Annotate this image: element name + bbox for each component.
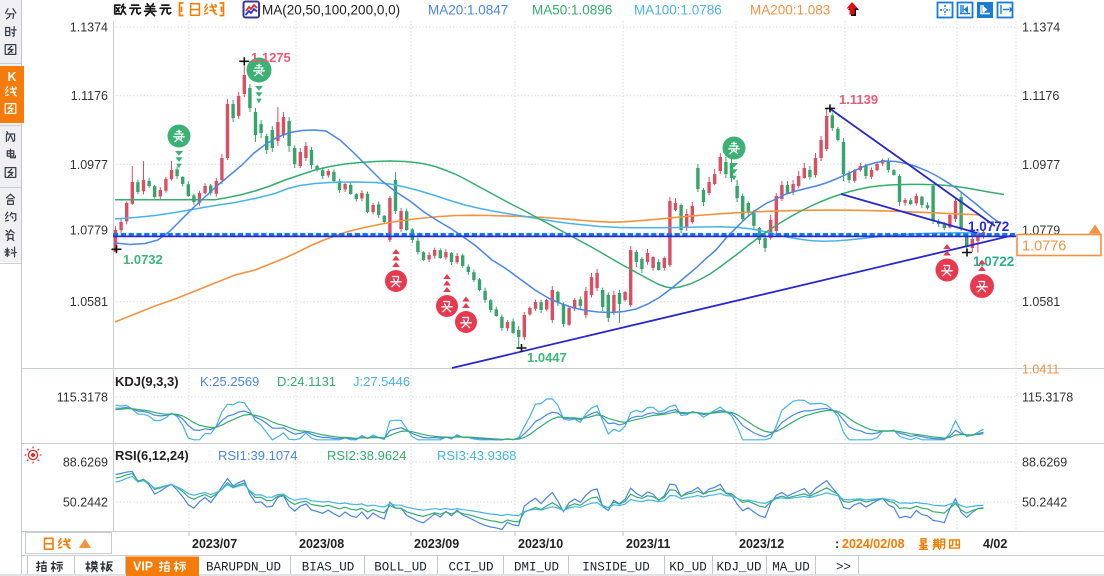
svg-text:1.0581: 1.0581: [1022, 295, 1060, 309]
svg-text:1.0779: 1.0779: [70, 224, 108, 238]
svg-text:CCI_UD: CCI_UD: [448, 561, 493, 575]
svg-text:MA_UD: MA_UD: [772, 561, 810, 575]
svg-text:MA20:1.0847: MA20:1.0847: [428, 3, 508, 18]
svg-text:MA200:1.083: MA200:1.083: [750, 3, 830, 18]
svg-text:KDJ_UD: KDJ_UD: [716, 561, 761, 575]
svg-text:RSI2:38.9624: RSI2:38.9624: [327, 448, 407, 463]
svg-text:VIP: VIP: [133, 560, 153, 574]
svg-text:88.6269: 88.6269: [63, 456, 108, 470]
svg-text:2023/12: 2023/12: [739, 537, 784, 551]
svg-text:1.0977: 1.0977: [70, 158, 108, 172]
svg-text:2023/10: 2023/10: [518, 537, 563, 551]
svg-text:2023/08: 2023/08: [299, 537, 344, 551]
svg-text:DMI_UD: DMI_UD: [514, 561, 559, 575]
svg-text:MA50:1.0896: MA50:1.0896: [532, 3, 612, 18]
svg-text:1.0447: 1.0447: [527, 350, 567, 365]
svg-text:1.1139: 1.1139: [839, 92, 878, 107]
svg-text:1.1176: 1.1176: [71, 89, 108, 103]
svg-text:INSIDE_UD: INSIDE_UD: [582, 561, 650, 575]
svg-text:MA(20,50,100,200,0,0): MA(20,50,100,200,0,0): [262, 3, 400, 18]
svg-text:RSI1:39.1074: RSI1:39.1074: [218, 448, 298, 463]
svg-text:K:25.2569: K:25.2569: [200, 374, 259, 389]
svg-text:1.1176: 1.1176: [1022, 89, 1059, 103]
svg-text:1.0776: 1.0776: [1022, 239, 1066, 255]
svg-text:>>: >>: [836, 561, 851, 575]
svg-text:115.3178: 115.3178: [1022, 391, 1073, 405]
svg-text:1.1374: 1.1374: [70, 21, 108, 35]
svg-text:88.6269: 88.6269: [1022, 456, 1067, 470]
svg-text:RSI3:43.9368: RSI3:43.9368: [437, 448, 517, 463]
svg-text:2023/09: 2023/09: [414, 537, 459, 551]
svg-text:1.1374: 1.1374: [1022, 21, 1060, 35]
svg-text:1.1275: 1.1275: [251, 50, 291, 65]
svg-text:50.2442: 50.2442: [1022, 496, 1067, 510]
svg-text:1.0772: 1.0772: [968, 219, 1009, 234]
svg-text:1.0977: 1.0977: [1022, 158, 1060, 172]
svg-text::: :: [835, 537, 839, 551]
svg-text:RSI(6,12,24): RSI(6,12,24): [115, 448, 189, 463]
svg-text:2023/11: 2023/11: [626, 537, 671, 551]
svg-text:D:24.1131: D:24.1131: [277, 374, 336, 389]
svg-text:MA100:1.0786: MA100:1.0786: [634, 3, 722, 18]
svg-text:1.0411: 1.0411: [1022, 363, 1059, 377]
svg-text:KDJ(9,3,3): KDJ(9,3,3): [115, 374, 179, 389]
svg-text:BOLL_UD: BOLL_UD: [374, 561, 427, 575]
svg-text:BARUPDN_UD: BARUPDN_UD: [206, 561, 281, 575]
svg-text:2024/02/08: 2024/02/08: [842, 537, 905, 551]
svg-text:1.0732: 1.0732: [123, 252, 163, 267]
svg-text:1.0722: 1.0722: [973, 254, 1014, 269]
svg-text:1.0581: 1.0581: [70, 295, 108, 309]
svg-text:K: K: [7, 70, 16, 84]
svg-text:4/02: 4/02: [983, 537, 1007, 551]
svg-text:50.2442: 50.2442: [63, 496, 108, 510]
svg-text:J:27.5446: J:27.5446: [353, 374, 410, 389]
svg-text:KD_UD: KD_UD: [669, 561, 707, 575]
svg-text:BIAS_UD: BIAS_UD: [302, 561, 355, 575]
svg-text:2023/07: 2023/07: [192, 537, 237, 551]
svg-text:115.3178: 115.3178: [57, 391, 108, 405]
